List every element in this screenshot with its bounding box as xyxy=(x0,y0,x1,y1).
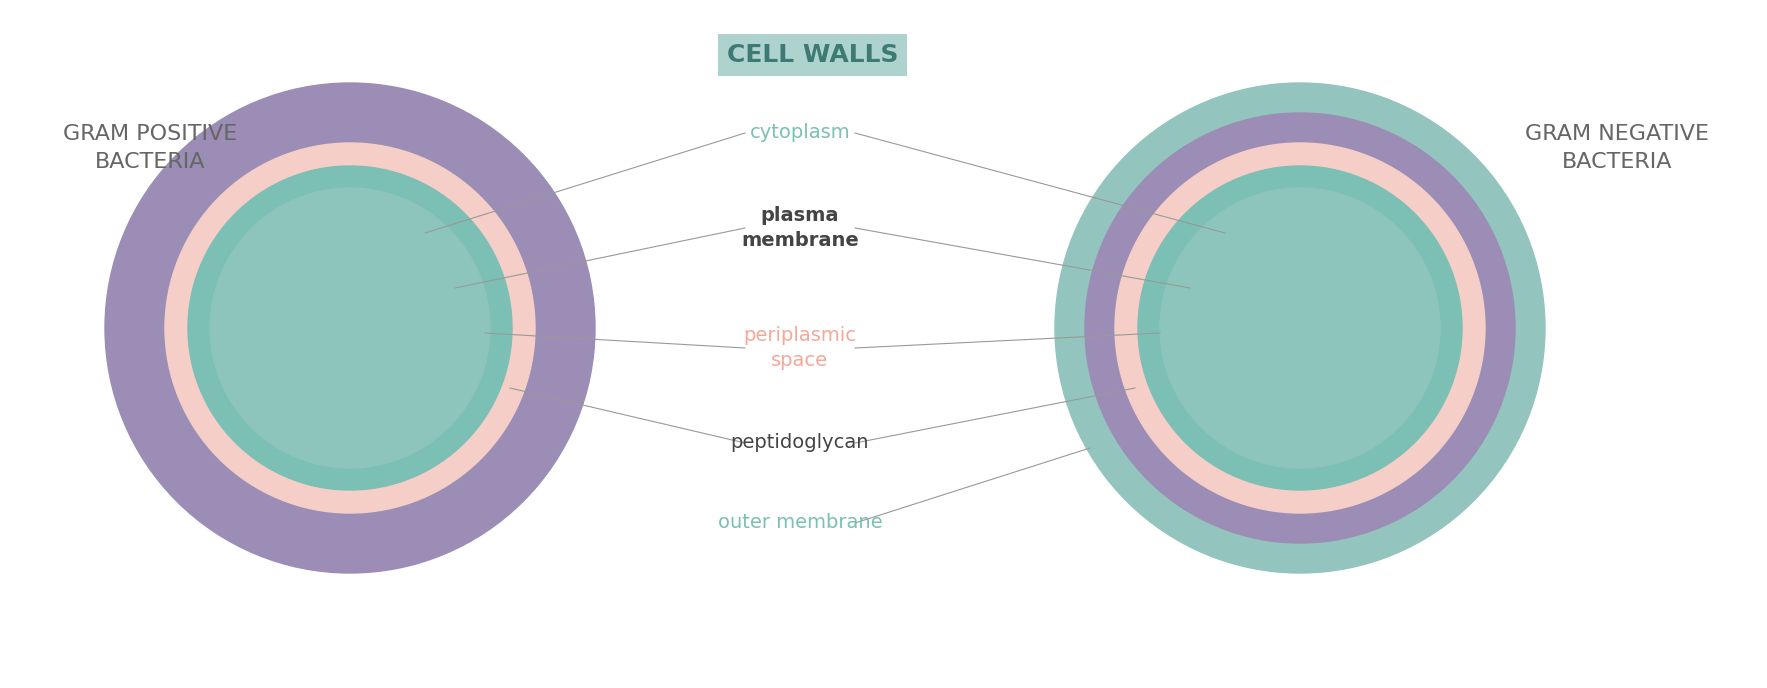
Text: periplasmic
space: periplasmic space xyxy=(744,326,857,370)
Circle shape xyxy=(104,83,595,573)
Text: outer membrane: outer membrane xyxy=(717,513,882,533)
Circle shape xyxy=(1085,113,1514,543)
Text: peptidoglycan: peptidoglycan xyxy=(732,433,869,453)
Circle shape xyxy=(164,143,535,513)
Text: GRAM POSITIVE
BACTERIA: GRAM POSITIVE BACTERIA xyxy=(64,124,237,172)
Text: CELL WALLS: CELL WALLS xyxy=(726,43,899,67)
Circle shape xyxy=(210,188,489,468)
Circle shape xyxy=(1055,83,1544,573)
Circle shape xyxy=(1138,166,1461,490)
Circle shape xyxy=(1159,188,1440,468)
Text: plasma
membrane: plasma membrane xyxy=(740,206,859,250)
Circle shape xyxy=(1115,143,1484,513)
Text: cytoplasm: cytoplasm xyxy=(749,124,850,142)
Text: GRAM NEGATIVE
BACTERIA: GRAM NEGATIVE BACTERIA xyxy=(1525,124,1709,172)
Circle shape xyxy=(187,166,512,490)
